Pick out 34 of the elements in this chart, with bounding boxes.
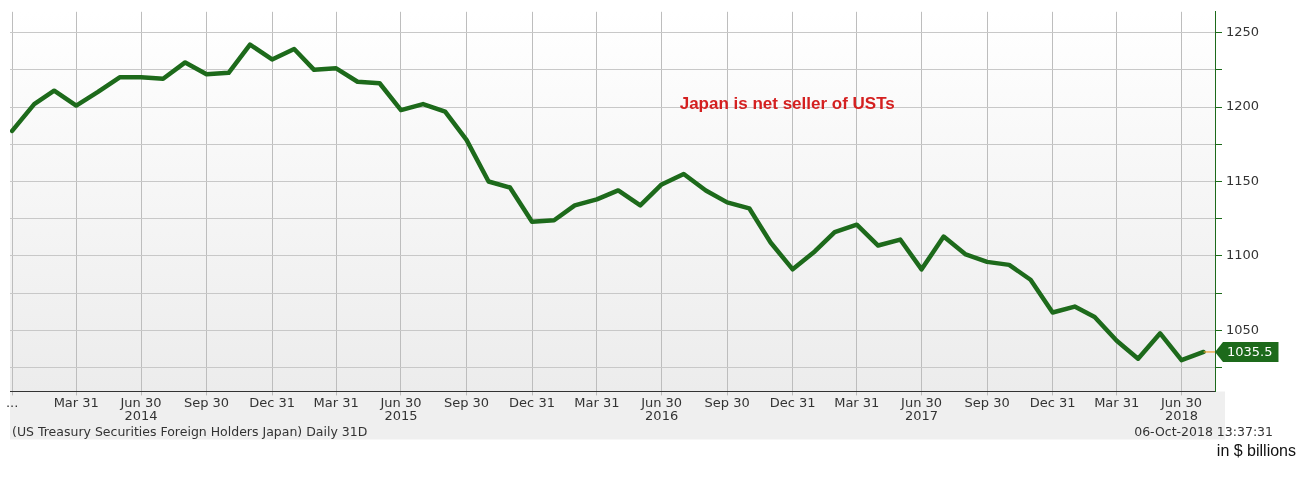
x-tick-label: Mar 31 [1094, 394, 1140, 410]
annotation: Japan is net seller of USTs [679, 94, 895, 114]
x-tick-label: Dec 31 [509, 394, 555, 410]
x-tick-label: Dec 31 [769, 394, 816, 410]
x-tick-label: Sep 30 [443, 394, 490, 410]
x-tick-label: Mar 31 [313, 394, 359, 410]
x-tick-label: Sep 30 [964, 394, 1010, 410]
y-tick-label: 1250 [1226, 24, 1260, 40]
text: 06-Oct-2018 13:37:31 [1134, 423, 1273, 439]
x-tick-label: Dec 31 [1029, 394, 1076, 410]
x-tick-label: Mar 31 [834, 394, 880, 410]
text: 2014 [124, 408, 158, 424]
text: 2016 [645, 408, 679, 424]
x-tick-label: Sep 30 [704, 394, 750, 410]
x-tick-label: Mar 31 [53, 394, 99, 410]
text: 2018 [1164, 408, 1199, 424]
x-tick-label: Jun 30 [900, 394, 943, 410]
x-tick-label: Dec 31 [249, 394, 295, 410]
data-label: 1035.5 [1227, 344, 1273, 360]
x-tick-label: Jun 30 [379, 394, 422, 410]
y-tick-label: 1200 [1226, 98, 1260, 114]
text: (US Treasury Securities Foreign Holders Japan) Daily 31D [12, 423, 368, 439]
x-tick-label: Mar 31 [574, 394, 620, 410]
x-tick-label: Jun 30 [119, 394, 162, 410]
x-tick-label: Jun 30 [640, 394, 683, 410]
y-tick-label: 1100 [1226, 247, 1260, 263]
y-tick-label: 1050 [1226, 321, 1260, 337]
x-tick-label: Jun 30 [1160, 394, 1203, 410]
text: 2015 [384, 408, 418, 424]
x-tick-label: ... [5, 394, 19, 410]
text: 2017 [905, 408, 939, 424]
x-tick-label: Sep 30 [183, 394, 230, 410]
text: in $ billions [1216, 441, 1296, 459]
y-tick-label: 1150 [1226, 172, 1260, 188]
